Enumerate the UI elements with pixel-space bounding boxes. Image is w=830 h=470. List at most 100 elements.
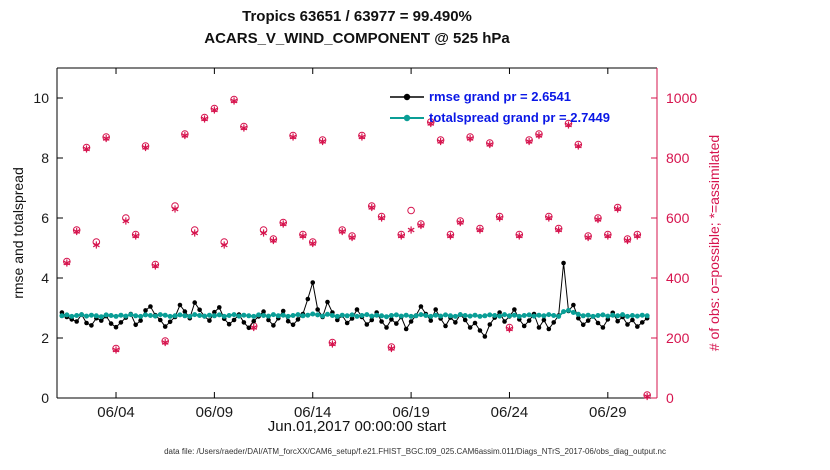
rmse-marker xyxy=(379,319,384,324)
y-tick-label-left: 6 xyxy=(41,210,49,226)
obs-assimilated-marker xyxy=(122,218,130,224)
y-tick-label-left: 4 xyxy=(41,270,49,286)
y-tick-label-left: 10 xyxy=(33,90,49,106)
rmse-marker xyxy=(467,325,473,330)
y-tick-label-left: 8 xyxy=(41,150,49,166)
totalspread-marker xyxy=(320,313,326,319)
obs-assimilated-marker xyxy=(73,229,81,234)
obs-assimilated-marker xyxy=(624,238,631,243)
totalspread-marker xyxy=(565,307,571,313)
obs-assimilated-marker xyxy=(447,233,454,239)
totalspread-marker xyxy=(216,312,222,318)
totalspread-marker xyxy=(103,312,109,318)
obs-assimilated-marker xyxy=(496,215,504,221)
rmse-marker xyxy=(408,319,414,324)
totalspread-marker xyxy=(349,312,355,318)
totalspread-marker xyxy=(639,312,645,318)
obs-assimilated-marker xyxy=(240,125,248,131)
obs-assimilated-marker xyxy=(535,133,543,138)
legend-swatch-rmse xyxy=(390,93,424,100)
obs-assimilated-marker xyxy=(388,346,395,351)
rmse-marker xyxy=(74,319,79,324)
totalspread-marker xyxy=(143,312,149,318)
rmse-marker xyxy=(433,307,438,312)
totalspread-marker xyxy=(384,314,390,320)
rmse-marker xyxy=(600,325,606,330)
totalspread-marker xyxy=(79,312,85,318)
totalspread-marker xyxy=(438,313,444,319)
obs-assimilated-marker xyxy=(299,233,307,239)
obs-assimilated-marker xyxy=(289,134,297,140)
rmse-marker xyxy=(295,317,301,322)
totalspread-marker xyxy=(74,313,80,318)
totalspread-marker xyxy=(280,312,286,318)
rmse-marker xyxy=(113,324,119,330)
totalspread-marker xyxy=(324,311,330,317)
rmse-marker xyxy=(246,325,252,331)
totalspread-marker xyxy=(300,313,306,319)
legend: rmse grand pr = 2.6541 totalspread grand… xyxy=(390,86,610,128)
rmse-marker xyxy=(536,325,542,330)
rmse-marker xyxy=(369,317,375,323)
totalspread-marker xyxy=(310,311,316,317)
rmse-marker xyxy=(512,307,517,312)
rmse-marker xyxy=(177,302,183,308)
totalspread-marker xyxy=(413,313,419,319)
totalspread-marker xyxy=(256,312,262,318)
totalspread-marker xyxy=(187,313,193,319)
obs-assimilated-marker xyxy=(201,116,208,122)
rmse-marker xyxy=(551,320,557,325)
rmse-marker xyxy=(615,318,620,324)
totalspread-marker xyxy=(452,313,458,319)
rmse-marker xyxy=(271,323,276,328)
totalspread-marker xyxy=(359,313,365,318)
rmse-marker xyxy=(546,326,552,332)
rmse-marker xyxy=(344,320,350,326)
obs-assimilated-marker xyxy=(132,233,140,239)
obs-assimilated-marker xyxy=(643,394,651,399)
obs-assimilated-marker xyxy=(210,107,218,113)
obs-assimilated-marker xyxy=(614,206,622,212)
totalspread-marker xyxy=(620,312,626,318)
totalspread-marker xyxy=(610,312,616,318)
obs-assimilated-marker xyxy=(486,142,494,147)
totalspread-marker xyxy=(128,312,134,318)
totalspread-marker xyxy=(521,313,527,318)
totalspread-marker xyxy=(231,312,237,318)
totalspread-marker xyxy=(285,313,291,319)
obs-assimilated-marker xyxy=(309,241,317,246)
rmse-marker xyxy=(364,322,370,327)
obs-assimilated-marker xyxy=(378,215,386,221)
obs-assimilated-marker xyxy=(112,347,120,353)
obs-assimilated-marker xyxy=(161,340,169,345)
totalspread-marker xyxy=(295,312,301,318)
rmse-marker xyxy=(305,296,311,302)
rmse-marker xyxy=(482,334,488,339)
rmse-marker xyxy=(98,318,104,323)
totalspread-marker xyxy=(241,312,247,318)
totalspread-marker xyxy=(108,313,114,318)
totalspread-marker xyxy=(226,313,232,318)
totalspread-marker xyxy=(261,313,267,318)
totalspread-marker xyxy=(388,313,394,318)
rmse-marker xyxy=(226,321,232,327)
totalspread-marker xyxy=(162,312,168,318)
totalspread-marker xyxy=(98,314,104,320)
x-tick-label: 06/24 xyxy=(491,404,529,421)
rmse-marker xyxy=(285,318,291,324)
rmse-marker xyxy=(157,317,163,323)
obs-assimilated-marker xyxy=(151,263,159,269)
totalspread-marker xyxy=(580,313,586,319)
totalspread-marker xyxy=(59,313,65,319)
totalspread-marker xyxy=(246,313,252,319)
rmse-marker xyxy=(502,319,507,324)
totalspread-marker xyxy=(157,312,163,318)
totalspread-marker xyxy=(615,313,621,319)
totalspread-marker xyxy=(541,313,547,319)
rmse-marker xyxy=(325,299,330,305)
totalspread-marker xyxy=(251,313,257,319)
totalspread-marker xyxy=(546,312,552,318)
obs-assimilated-marker xyxy=(604,233,612,239)
totalspread-marker xyxy=(236,313,242,319)
totalspread-marker xyxy=(418,312,424,318)
